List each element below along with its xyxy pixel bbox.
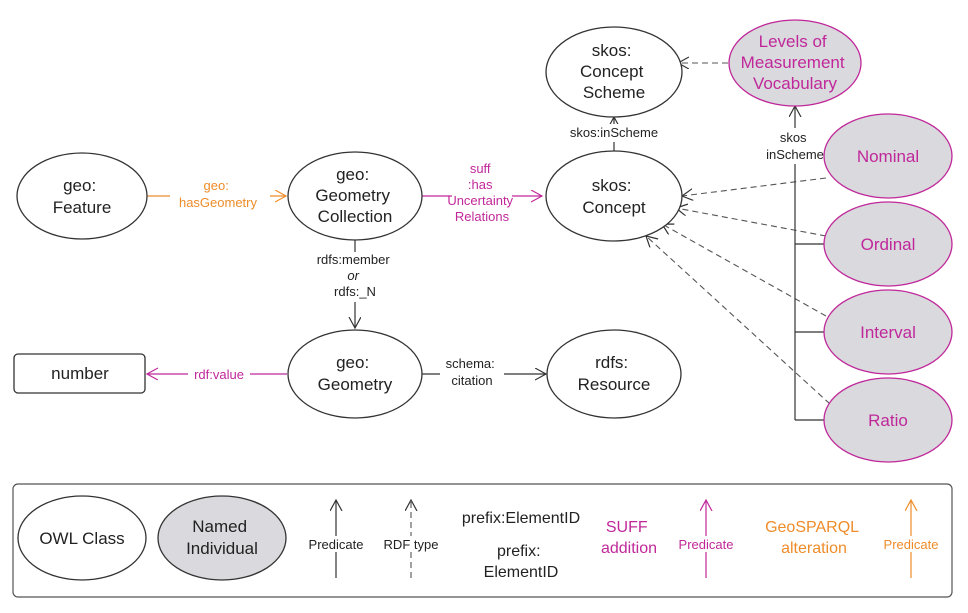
ratio-label-line-1: Ratio <box>868 411 908 430</box>
nominal-label: Nominal <box>857 147 919 166</box>
skos-concept-scheme-node <box>545 26 683 118</box>
number-node <box>13 353 146 394</box>
ratio-node <box>823 377 953 463</box>
geo-feature-label: geo: Feature <box>53 176 112 217</box>
legend-suff-addition-label-line-2: addition <box>601 540 657 557</box>
geometry-collection-label-line-1: geo: <box>336 165 369 184</box>
has-uncertainty-label-line-3: Uncertainty <box>447 193 513 208</box>
geometry-collection-label-line-3: Collection <box>318 207 393 226</box>
legend-geosparql-predicate-label: Predicate <box>884 537 939 552</box>
geometry-collection-node <box>287 151 423 241</box>
interval-label: Interval <box>860 323 916 342</box>
legend-named-individual-label-line-2: Individual <box>186 539 258 558</box>
nominal-node <box>823 113 953 199</box>
ordinal-type-edge <box>676 208 827 237</box>
rdf-value-label: rdf:value <box>194 367 244 382</box>
number-label: number <box>51 364 109 383</box>
geometry-label: geo: Geometry <box>318 353 393 394</box>
levels-vocab-label-line-1: Levels of <box>759 32 827 51</box>
geometry-label-line-1: geo: <box>336 353 369 372</box>
rdfs-resource-label: rdfs: Resource <box>578 353 651 394</box>
legend-prefix-stacked-line-2: ElementID <box>484 564 559 581</box>
levels-vocab-label: Levels of Measurement Vocabulary <box>741 32 850 93</box>
ratio-type-edge <box>646 236 831 405</box>
skos-concept-scheme-label-line-1: skos: <box>592 41 632 60</box>
levels-vocab-label-line-2: Measurement <box>741 53 845 72</box>
legend-prefix-stacked-line-1: prefix: <box>497 543 541 560</box>
in-scheme-levels-label-line-1: skos <box>780 130 807 145</box>
legend-rdf-type-label-line-1: RDF type <box>384 537 439 552</box>
rdfs-resource-label-line-1: rdfs: <box>595 353 628 372</box>
legend-predicate-label: Predicate <box>309 537 364 552</box>
citation-label: schema: citation <box>446 356 499 388</box>
has-uncertainty-label-line-2: :has <box>468 177 493 192</box>
in-scheme-concept-label-line-1: skos:inScheme <box>570 125 658 140</box>
nominal-label-line-1: Nominal <box>857 147 919 166</box>
legend-suff-predicate-label-line-1: Predicate <box>679 537 734 552</box>
member-label-line-3: rdfs:_N <box>334 284 376 299</box>
legend-geosparql-predicate-label-line-1: Predicate <box>884 537 939 552</box>
legend-named-individual-label: Named Individual <box>186 517 258 558</box>
legend-suff-addition-label: SUFF addition <box>601 519 657 557</box>
rdf-value-label-line-1: rdf:value <box>194 367 244 382</box>
legend-suff-predicate-label: Predicate <box>679 537 734 552</box>
in-scheme-concept-label: skos:inScheme <box>570 125 658 140</box>
skos-concept-label-line-2: Concept <box>582 198 646 217</box>
legend-owl-class-label: OWL Class <box>39 529 124 548</box>
legend-suff-addition-label-line-1: SUFF <box>606 519 648 536</box>
citation-label-line-1: schema: <box>446 356 495 371</box>
rdfs-resource-label-line-2: Resource <box>578 375 651 394</box>
legend-rdf-type-label: RDF type <box>384 537 439 552</box>
geometry-collection-label-line-2: Geometry <box>315 186 390 205</box>
legend-geosparql-alteration-label-line-2: alteration <box>781 540 847 557</box>
legend-geosparql-alteration-label-line-1: GeoSPARQL <box>765 519 859 536</box>
skos-concept-scheme-label: skos: Concept Scheme <box>580 41 648 102</box>
geo-feature-node <box>16 152 148 240</box>
legend-geosparql-alteration-label: GeoSPARQL alteration <box>765 519 863 557</box>
legend-named-individual-label-line-1: Named <box>192 517 247 536</box>
geo-feature-label-line-2: Feature <box>53 198 112 217</box>
legend-named-individual-ellipse <box>157 495 287 581</box>
has-uncertainty-label: suff :has Uncertainty Relations <box>447 161 516 224</box>
geometry-label-line-2: Geometry <box>318 375 393 394</box>
member-label: rdfs:member or rdfs:_N <box>317 252 394 299</box>
legend-owl-class-label-line-1: OWL Class <box>39 529 124 548</box>
legend-prefix-inline: prefix:ElementID <box>462 510 580 527</box>
legend-owl-class-ellipse <box>17 495 147 581</box>
in-scheme-levels-label: skos inScheme <box>766 130 824 162</box>
ordinal-label-line-1: Ordinal <box>861 235 916 254</box>
number-label-line-1: number <box>51 364 109 383</box>
skos-concept-node <box>545 150 683 242</box>
citation-label-line-2: citation <box>451 373 492 388</box>
interval-label-line-1: Interval <box>860 323 916 342</box>
has-geometry-label: geo: hasGeometry <box>179 178 258 210</box>
ordinal-node <box>823 201 953 287</box>
nominal-type-edge <box>682 177 827 196</box>
rdfs-resource-node <box>546 329 682 419</box>
has-geometry-label-line-1: geo: <box>204 178 229 193</box>
ratio-label: Ratio <box>868 411 908 430</box>
skos-concept-label: skos: Concept <box>582 176 646 217</box>
legend-predicate-label-line-1: Predicate <box>309 537 364 552</box>
geo-feature-label-line-1: geo: <box>63 176 96 195</box>
legend-prefix-inline-line-1: prefix:ElementID <box>462 510 580 527</box>
skos-concept-scheme-label-line-2: Concept <box>580 62 644 81</box>
skos-concept-scheme-label-line-3: Scheme <box>583 83 645 102</box>
member-label-line-2: or <box>347 268 359 283</box>
has-uncertainty-label-line-4: Relations <box>455 209 510 224</box>
member-label-line-1: rdfs:member <box>317 252 391 267</box>
has-geometry-label-line-2: hasGeometry <box>179 195 258 210</box>
geometry-collection-label: geo: Geometry Collection <box>315 165 394 226</box>
in-scheme-levels-label-line-2: inScheme <box>766 147 824 162</box>
interval-node <box>823 289 953 375</box>
interval-type-edge <box>662 224 827 317</box>
has-uncertainty-label-line-1: suff <box>470 161 491 176</box>
skos-concept-label-line-1: skos: <box>592 176 632 195</box>
levels-vocab-node <box>728 19 862 107</box>
geometry-node <box>287 329 423 419</box>
ordinal-label: Ordinal <box>861 235 916 254</box>
legend-prefix-stacked: prefix: ElementID <box>484 543 559 581</box>
levels-vocab-label-line-3: Vocabulary <box>753 74 838 93</box>
